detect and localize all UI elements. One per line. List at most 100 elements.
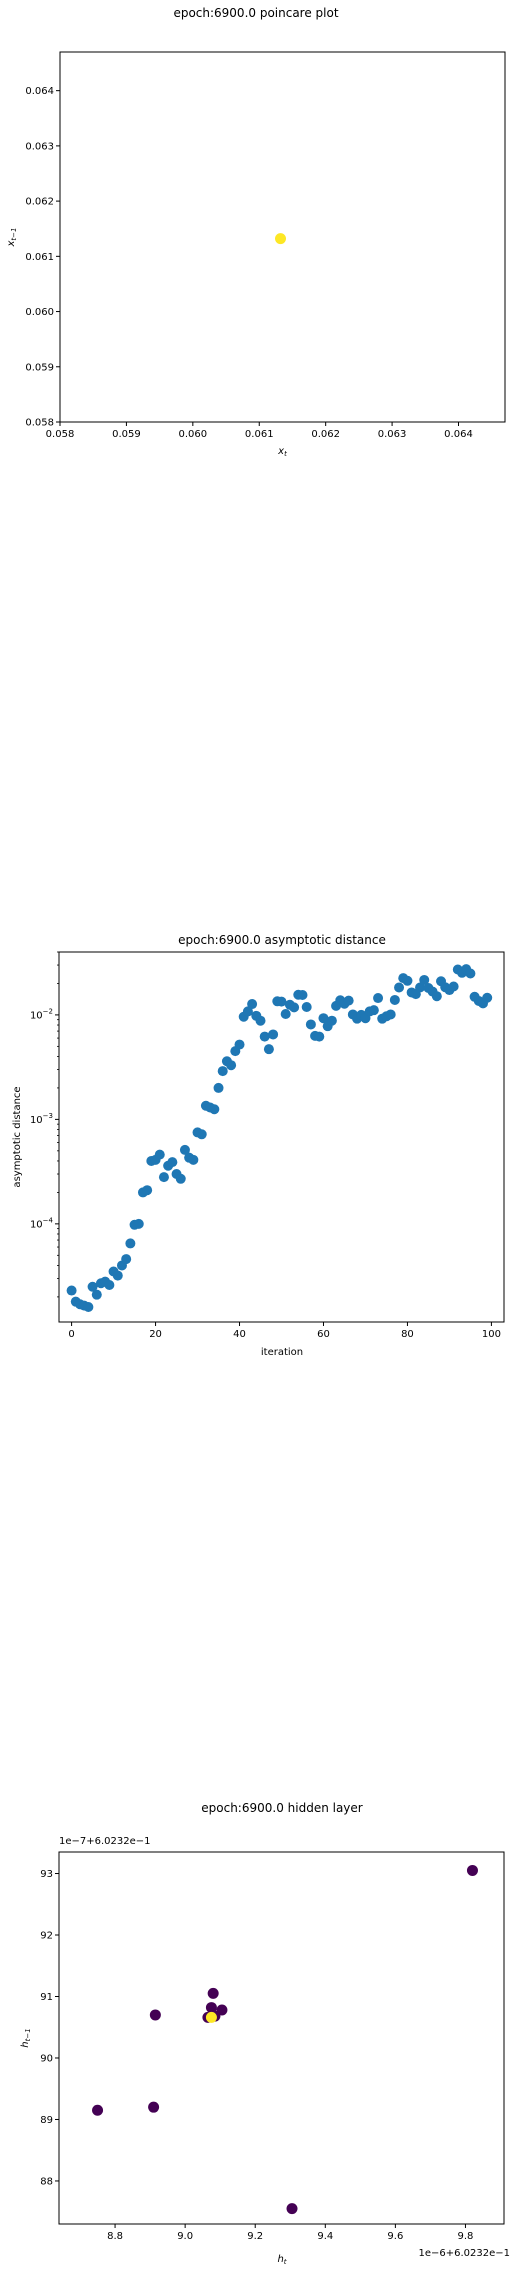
poincare-xtick-label: 0.060 [179,429,208,440]
hidden-layer-point [148,2101,160,2113]
hidden-layer-point [286,2203,298,2215]
hidden-layer-xtick-label: 9.2 [247,2231,263,2242]
asymptotic-yticks: 10−4 10−3 10−2 [30,951,59,1298]
asymptotic-point [448,981,459,992]
hidden-layer-points [92,1864,478,2215]
asymptotic-point [276,996,287,1007]
asymptotic-point [255,1015,266,1026]
poincare-xticks: 0.058 0.059 0.060 0.061 0.062 0.063 0.064 [46,422,473,440]
poincare-title: epoch:6900.0 poincare plot [173,6,338,20]
hidden-layer-xlabel: ht [277,2254,286,2266]
asymptotic-title: epoch:6900.0 asymptotic distance [178,933,386,947]
poincare-xtick-label: 0.064 [444,429,473,440]
asymptotic-point [368,1005,379,1016]
asymptotic-xtick-label: 40 [233,1329,246,1340]
hidden-layer-xtick-label: 9.4 [317,2231,333,2242]
hidden-layer-xtick-label: 9.6 [387,2231,403,2242]
asymptotic-point [179,1144,190,1155]
poincare-xtick-label: 0.063 [378,429,407,440]
asymptotic-point [209,1104,220,1115]
asymptotic-xticks: 0 20 40 60 80 100 [68,1322,501,1340]
poincare-ytick-label: 0.061 [25,252,54,263]
poincare-xtick-label: 0.062 [311,429,340,440]
asymptotic-point [83,1302,94,1313]
asymptotic-point [104,1279,115,1290]
asymptotic-point [121,1254,132,1265]
asymptotic-point [217,1066,228,1077]
asymptotic-point [175,1173,186,1184]
poincare-xlabel: xt [277,446,287,458]
asymptotic-ytick-label: 10−2 [30,1007,53,1021]
asymptotic-xlabel: iteration [261,1347,303,1358]
asymptotic-point [343,995,354,1006]
poincare-ytick-label: 0.060 [25,307,54,318]
asymptotic-point [280,1009,291,1020]
asymptotic-point [167,1157,178,1168]
asymptotic-xtick-label: 80 [401,1329,414,1340]
asymptotic-point [318,1013,329,1024]
asymptotic-point [301,1002,312,1013]
hidden-layer-xticks: 8.8 9.0 9.2 9.4 9.6 9.8 [107,2224,473,2242]
asymptotic-xtick-label: 20 [149,1329,162,1340]
hidden-layer-ytick-label: 92 [40,1931,53,1942]
asymptotic-point [87,1281,98,1292]
hidden-layer-plot: epoch:6900.0 hidden layer 1e−7+6.0232e−1… [20,1801,510,2266]
poincare-ytick-label: 0.058 [25,418,54,429]
asymptotic-xtick-label: 60 [317,1329,330,1340]
hidden-layer-ylabel: ht−1 [20,2028,32,2047]
poincare-xtick-label: 0.061 [245,429,274,440]
hidden-layer-xtick-label: 9.0 [177,2231,193,2242]
asymptotic-point [389,994,400,1005]
asymptotic-ytick-label: 10−3 [30,1112,53,1126]
poincare-ytick-label: 0.059 [25,362,54,373]
asymptotic-point [242,1006,253,1017]
asymptotic-point [289,1002,300,1013]
asymptotic-point [213,1082,224,1093]
hidden-layer-ytick-label: 88 [40,2176,53,2187]
asymptotic-point [263,1044,274,1055]
asymptotic-ytick-label: 10−4 [30,1216,54,1230]
poincare-ylabel: xt−1 [6,228,18,248]
hidden-layer-point [149,2009,161,2021]
asymptotic-points [66,964,493,1313]
asymptotic-point [91,1289,102,1300]
asymptotic-point [158,1172,169,1183]
asymptotic-point [247,999,258,1010]
asymptotic-xtick-label: 100 [482,1329,501,1340]
hidden-layer-xtick-label: 8.8 [107,2231,123,2242]
poincare-yticks: 0.058 0.059 0.060 0.061 0.062 0.063 0.064 [25,86,60,429]
hidden-layer-x-offset: 1e−6+6.0232e−1 [418,2248,510,2259]
asymptotic-ylabel: asymptotic distance [12,1086,23,1187]
asymptotic-point [419,974,430,985]
asymptotic-point [125,1238,136,1249]
hidden-layer-xtick-label: 9.8 [458,2231,474,2242]
hidden-layer-yticks: 88 89 90 91 92 93 [40,1869,59,2187]
asymptotic-point [259,1031,270,1042]
asymptotic-point [305,1019,316,1030]
hidden-layer-point [205,2011,217,2023]
poincare-ytick-label: 0.064 [25,86,54,97]
asymptotic-point [297,990,308,1001]
asymptotic-point [268,1029,279,1040]
asymptotic-point [465,968,476,979]
asymptotic-point [482,992,493,1003]
asymptotic-point [314,1031,325,1042]
asymptotic-point [402,975,413,986]
asymptotic-point [112,1270,123,1281]
asymptotic-point [373,993,384,1004]
hidden-layer-title: epoch:6900.0 hidden layer [201,1801,363,1815]
hidden-layer-point [92,2104,104,2116]
asymptotic-point [226,1060,237,1071]
asymptotic-point [196,1129,207,1140]
poincare-ytick-label: 0.063 [25,141,54,152]
asymptotic-point [326,1015,337,1026]
hidden-layer-ytick-label: 93 [40,1869,53,1880]
hidden-layer-ytick-label: 90 [40,2053,53,2064]
asymptotic-point [66,1285,77,1296]
hidden-layer-y-offset: 1e−7+6.0232e−1 [59,1836,151,1847]
asymptotic-distance-plot: epoch:6900.0 asymptotic distance 0 20 40 60… [12,933,505,1358]
asymptotic-point [394,982,405,993]
asymptotic-point [142,1185,153,1196]
poincare-xtick-label: 0.058 [46,429,75,440]
poincare-ytick-label: 0.062 [25,197,54,208]
